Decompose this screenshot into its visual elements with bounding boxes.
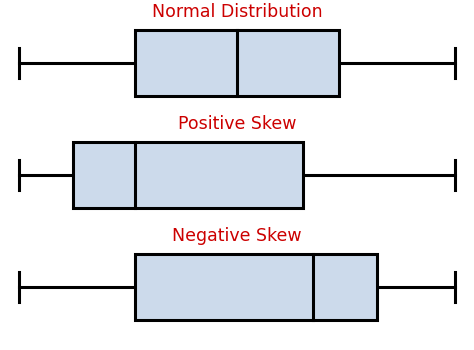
Bar [73,142,303,208]
Text: Normal Distribution: Normal Distribution [152,3,322,21]
Bar [135,30,339,96]
Text: Positive Skew: Positive Skew [178,115,296,133]
Text: Negative Skew: Negative Skew [172,227,302,245]
Bar [135,254,377,320]
